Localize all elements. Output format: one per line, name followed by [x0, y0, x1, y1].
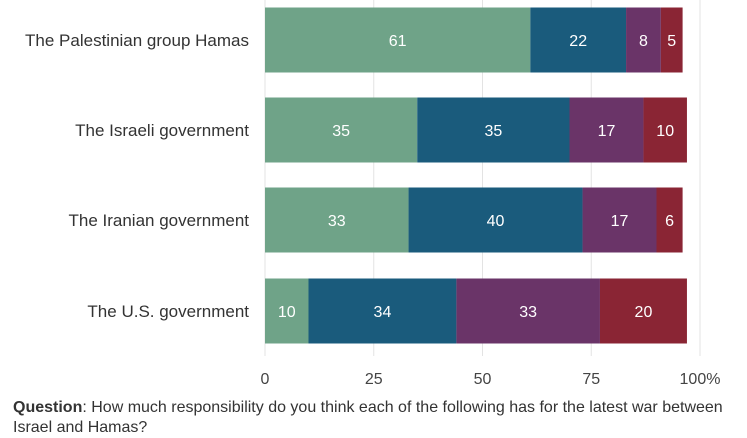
- x-axis-ticks: 0 25 50 75 100%: [261, 371, 721, 388]
- bar-segment: [656, 187, 683, 253]
- bar-segment: [308, 278, 457, 344]
- x-tick-label: 50: [474, 371, 492, 388]
- x-tick-label: 0: [261, 371, 270, 388]
- bars: 61 22 8 5 35 35 17 10 33 40 17 6 10 34 33 20: [265, 7, 687, 344]
- bar-segment: [408, 187, 583, 253]
- bar-value-label: 8: [639, 33, 648, 50]
- bar-segment: [456, 278, 600, 344]
- bar-value-label: 17: [611, 213, 629, 230]
- category-label: The Israeli government: [75, 121, 249, 140]
- category-label: The Iranian government: [69, 211, 250, 230]
- category-label: The Palestinian group Hamas: [25, 31, 249, 50]
- bar-value-label: 10: [656, 123, 674, 140]
- bar-segment: [265, 187, 409, 253]
- bar-segment: [569, 97, 644, 163]
- bar-value-label: 22: [569, 33, 587, 50]
- bar-value-label: 33: [328, 213, 346, 230]
- category-labels: The Palestinian group Hamas The Israeli g…: [25, 31, 249, 321]
- question-footnote: Question: How much responsibility do you…: [13, 398, 733, 438]
- bar-value-label: 40: [487, 213, 505, 230]
- bar-value-label: 5: [667, 33, 676, 50]
- bar-segment: [265, 97, 418, 163]
- bar-value-label: 35: [484, 123, 502, 140]
- bar-segment: [265, 278, 309, 344]
- question-text: : How much responsibility do you think e…: [13, 399, 723, 436]
- bar-value-label: 10: [278, 304, 296, 321]
- bar-value-label: 34: [374, 304, 392, 321]
- bar-value-label: 20: [635, 304, 653, 321]
- bar-segment: [626, 7, 661, 73]
- question-label: Question: [13, 399, 83, 416]
- bar-segment: [643, 97, 687, 163]
- bar-value-label: 17: [598, 123, 616, 140]
- category-label: The U.S. government: [87, 302, 249, 321]
- bar-segment: [530, 7, 627, 73]
- bar-segment: [582, 187, 657, 253]
- bar-segment: [660, 7, 683, 73]
- x-tick-label: 75: [582, 371, 600, 388]
- bar-value-label: 35: [332, 123, 350, 140]
- bar-segment: [599, 278, 687, 344]
- bar-segment: [417, 97, 570, 163]
- stacked-bar-chart: 61 22 8 5 35 35 17 10 33 40 17 6 10 34 33 20 The Palest…: [25, 0, 721, 388]
- x-tick-label: 25: [365, 371, 383, 388]
- bar-value-label: 33: [519, 304, 537, 321]
- x-tick-label: 100%: [680, 371, 721, 388]
- bar-value-label: 6: [665, 213, 674, 230]
- bar-value-label: 61: [389, 33, 407, 50]
- bar-segment: [265, 7, 531, 73]
